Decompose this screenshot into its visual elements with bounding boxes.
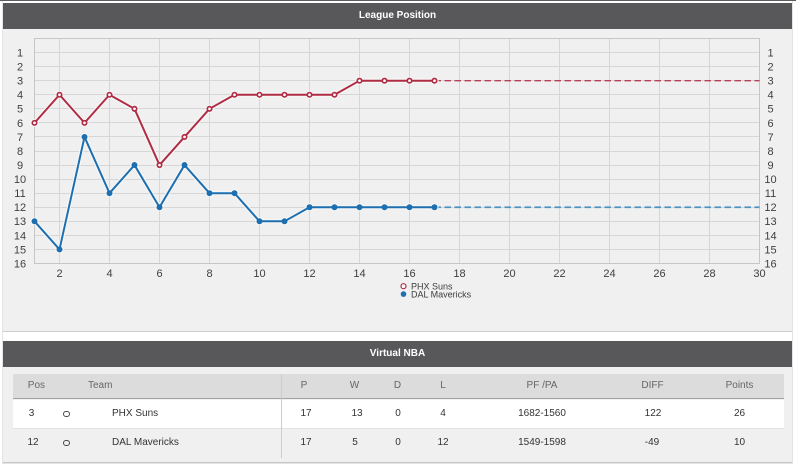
svg-text:12: 12 <box>764 202 776 214</box>
svg-text:2: 2 <box>17 62 23 74</box>
svg-text:2: 2 <box>767 62 773 74</box>
svg-text:16: 16 <box>764 258 776 270</box>
svg-text:18: 18 <box>453 268 465 280</box>
svg-text:30: 30 <box>753 268 765 280</box>
svg-text:9: 9 <box>17 160 23 172</box>
svg-text:28: 28 <box>703 268 715 280</box>
svg-text:13: 13 <box>764 216 776 228</box>
svg-text:5: 5 <box>767 104 773 116</box>
svg-text:12: 12 <box>14 202 26 214</box>
svg-text:24: 24 <box>603 268 615 280</box>
svg-text:10: 10 <box>14 174 26 186</box>
svg-text:12: 12 <box>303 268 315 280</box>
svg-text:3: 3 <box>17 76 23 88</box>
svg-text:8: 8 <box>767 146 773 158</box>
svg-text:15: 15 <box>764 244 776 256</box>
svg-text:4: 4 <box>17 90 23 102</box>
svg-text:DAL Mavericks: DAL Mavericks <box>411 289 472 299</box>
svg-text:5: 5 <box>17 104 23 116</box>
svg-text:15: 15 <box>14 244 26 256</box>
svg-text:7: 7 <box>17 132 23 144</box>
svg-text:6: 6 <box>767 118 773 130</box>
svg-text:PHX Suns: PHX Suns <box>411 281 453 291</box>
svg-text:2: 2 <box>56 268 62 280</box>
svg-text:20: 20 <box>503 268 515 280</box>
svg-text:16: 16 <box>403 268 415 280</box>
svg-text:6: 6 <box>17 118 23 130</box>
svg-text:4: 4 <box>767 90 773 102</box>
svg-text:11: 11 <box>765 188 776 200</box>
svg-text:14: 14 <box>764 230 776 242</box>
svg-text:14: 14 <box>14 230 26 242</box>
svg-text:3: 3 <box>767 76 773 88</box>
svg-text:6: 6 <box>156 268 162 280</box>
svg-text:7: 7 <box>767 132 773 144</box>
svg-text:8: 8 <box>17 146 23 158</box>
svg-text:4: 4 <box>106 268 112 280</box>
svg-text:13: 13 <box>14 216 26 228</box>
svg-text:9: 9 <box>767 160 773 172</box>
svg-text:11: 11 <box>14 188 25 200</box>
svg-text:26: 26 <box>653 268 665 280</box>
svg-text:1: 1 <box>17 47 23 59</box>
svg-text:14: 14 <box>353 268 365 280</box>
svg-text:8: 8 <box>206 268 212 280</box>
svg-text:22: 22 <box>553 268 565 280</box>
svg-text:16: 16 <box>14 258 26 270</box>
svg-text:10: 10 <box>764 174 776 186</box>
svg-text:10: 10 <box>253 268 265 280</box>
svg-text:1: 1 <box>767 47 773 59</box>
